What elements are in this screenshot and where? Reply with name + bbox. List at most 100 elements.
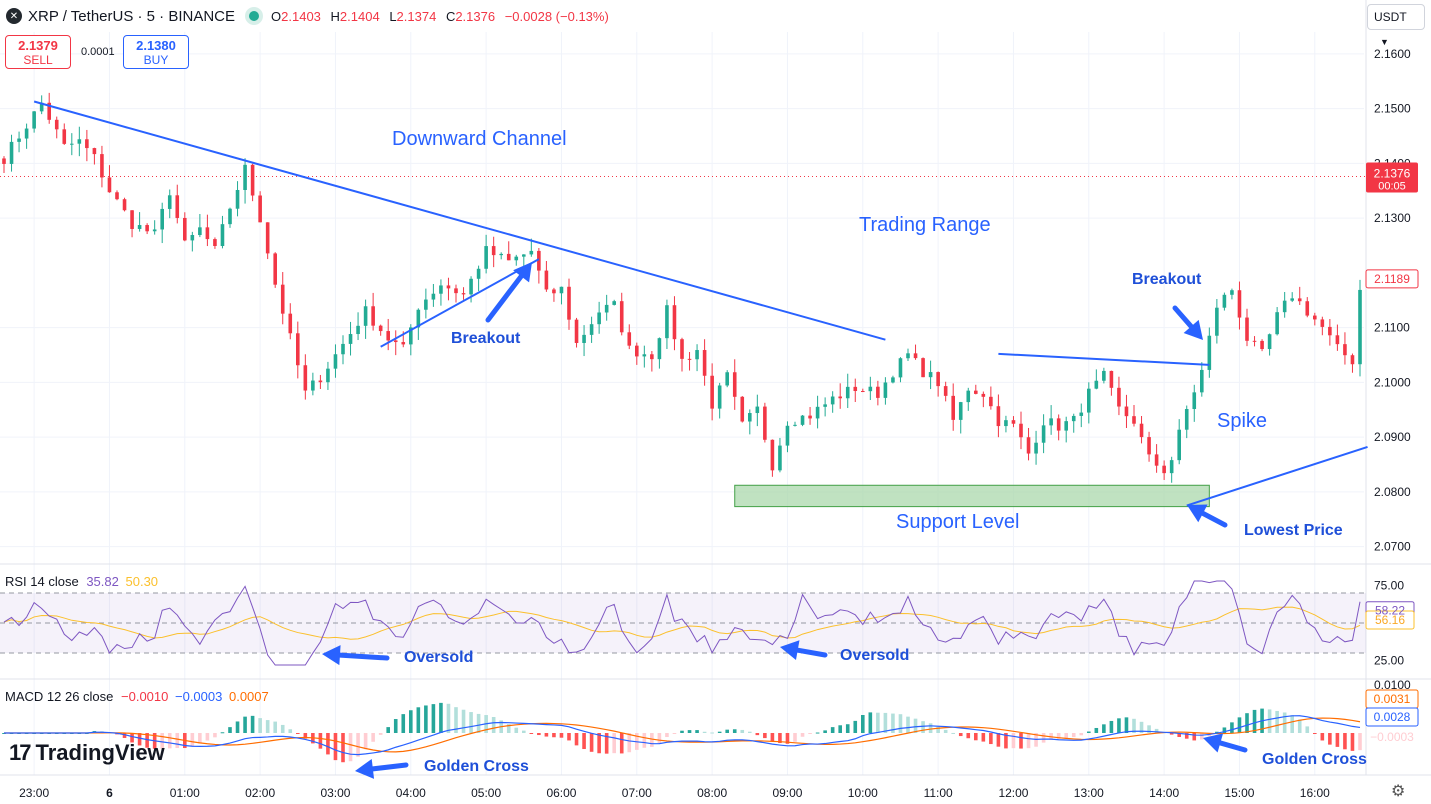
candle-body <box>778 445 782 471</box>
candle <box>85 129 89 162</box>
macd-histogram-bar <box>318 733 323 749</box>
macd-histogram-bar <box>740 729 745 733</box>
candle-body <box>115 192 119 200</box>
macd-legend[interactable]: MACD 12 26 close −0.0010 −0.0003 0.0007 <box>5 689 269 704</box>
candle <box>1245 308 1249 347</box>
macd-histogram-bar <box>1109 720 1114 733</box>
macd-histogram-bar <box>1192 733 1197 741</box>
candle <box>296 321 300 379</box>
macd-histogram-bar <box>657 733 662 744</box>
candle-body <box>537 250 541 271</box>
candle-body <box>499 253 503 256</box>
candle-body <box>1132 416 1136 424</box>
candle <box>363 299 368 339</box>
candle-body <box>24 128 29 139</box>
candle-body <box>77 139 82 144</box>
symbol-header: ✕ XRP / TetherUS · 5 · BINANCE O2.1403 H… <box>0 0 615 32</box>
macd-histogram-bar <box>943 729 948 733</box>
candle <box>552 287 556 302</box>
macd-histogram-bar <box>642 733 647 748</box>
currency-selector[interactable]: USDT ▼ <box>1367 4 1425 47</box>
arrow-head <box>1203 733 1224 753</box>
arrow-shaft <box>1200 510 1228 528</box>
candle <box>514 254 519 266</box>
buy-button[interactable]: 2.1380 BUY <box>123 35 189 69</box>
candle-body <box>39 102 44 112</box>
lowest-price-arrow <box>1187 504 1228 528</box>
candle-body <box>642 354 647 357</box>
candle <box>642 345 647 368</box>
macd-histogram-bar <box>604 733 609 754</box>
macd-histogram-bar <box>861 714 865 733</box>
gear-icon[interactable]: ⚙ <box>1391 783 1406 800</box>
macd-histogram-bar <box>1154 728 1159 733</box>
candle-body <box>190 235 195 241</box>
macd-histogram-bar <box>755 733 760 736</box>
candle <box>1207 327 1212 378</box>
candle-body <box>416 309 421 328</box>
candle-body <box>695 350 699 360</box>
macd-histogram-bar <box>823 730 827 733</box>
macd-histogram-bar <box>559 733 564 738</box>
time-tick-label: 12:00 <box>998 786 1028 800</box>
candle <box>416 308 421 340</box>
symbol-title[interactable]: XRP / TetherUS · 5 · BINANCE <box>28 7 236 25</box>
macd-histogram-bar <box>695 730 699 733</box>
tradingview-logo[interactable]: 17 TradingView <box>9 740 165 765</box>
ohlc-values: O2.1403 H2.1404 L2.1374 C2.1376 −0.0028 … <box>271 8 609 24</box>
spike-label: Spike <box>1217 410 1267 432</box>
candle-body <box>1230 290 1234 295</box>
golden-cross-arrow-2 <box>1203 733 1248 753</box>
candle-body <box>1056 418 1061 431</box>
candle <box>348 321 353 356</box>
macd-histogram-bar <box>1290 715 1294 733</box>
macd-histogram-bar <box>612 733 616 754</box>
candle <box>167 189 172 219</box>
candle <box>627 324 632 350</box>
macd-pane <box>2 689 1419 763</box>
candle-body <box>506 253 511 261</box>
candle-body <box>732 372 737 397</box>
candle-body <box>989 396 993 407</box>
trading-range-label: Trading Range <box>859 214 991 236</box>
arrow-shaft <box>485 273 524 323</box>
candle-body <box>296 333 300 366</box>
macd-histogram-bar <box>235 721 240 733</box>
candle-body <box>951 395 955 420</box>
candle <box>356 312 360 341</box>
arrow-shaft <box>337 652 390 661</box>
macd-histogram-bar <box>763 733 767 739</box>
candle <box>2 156 6 173</box>
candle-body <box>1200 369 1204 393</box>
candle <box>39 95 44 115</box>
candle-body <box>1282 300 1287 313</box>
macd-histogram-bar <box>1132 718 1136 733</box>
candle <box>891 375 895 384</box>
price-tick-label: 2.1500 <box>1374 102 1411 116</box>
candle-body <box>1252 340 1257 342</box>
candle-body <box>424 299 428 310</box>
macd-histogram-bar <box>732 729 737 733</box>
macd-histogram-bar <box>1169 733 1174 735</box>
macd-histogram-bar <box>454 707 458 733</box>
macd-histogram-bar <box>280 724 285 733</box>
candle-body <box>740 396 745 422</box>
candle-body <box>160 208 164 230</box>
rsi-legend[interactable]: RSI 14 close 35.82 50.30 <box>5 574 159 589</box>
arrow-shaft <box>1217 740 1248 753</box>
candle <box>122 197 127 212</box>
candle-body <box>1139 423 1144 438</box>
macd-histogram-bar <box>424 705 428 733</box>
candle <box>378 324 383 336</box>
candle <box>989 386 993 410</box>
rsi-tag-value: 58.22 <box>1375 604 1405 618</box>
macd-histogram-bar <box>522 730 526 733</box>
macd-histogram-bar <box>552 733 556 738</box>
macd-histogram-bar <box>220 732 225 734</box>
candle <box>1320 316 1325 336</box>
lowest-price-label: Lowest Price <box>1244 522 1343 539</box>
candle <box>800 415 805 427</box>
sell-button[interactable]: 2.1379 SELL <box>5 35 71 69</box>
candle <box>1215 298 1219 344</box>
